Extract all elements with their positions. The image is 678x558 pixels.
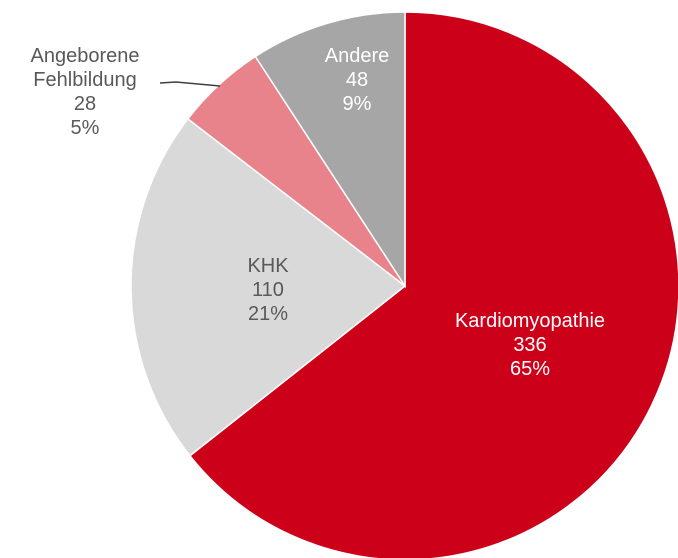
label-line: Andere (324, 45, 390, 67)
label-line: 48 (345, 69, 369, 91)
label-line: 336 (513, 334, 547, 356)
label-line: 65% (509, 358, 551, 380)
label-line: Angeborene Fehlbildung (30, 45, 140, 91)
data-label: Angeborene Fehlbildung 28 5% (0, 44, 170, 140)
pie-slice (188, 11, 678, 558)
data-label: KHK 110 21% (208, 254, 328, 326)
label-line: 9% (342, 93, 372, 115)
label-line: KHK (247, 255, 289, 277)
data-label: Andere 48 9% (307, 44, 407, 116)
pie-slice (130, 117, 407, 457)
label-line: 5% (70, 117, 100, 139)
label-line: Kardiomyopathie (454, 310, 606, 332)
leader-line (159, 81, 221, 87)
pie-slice (254, 11, 406, 289)
label-line: 28 (73, 93, 97, 115)
data-label: Kardiomyopathie 336 65% (410, 309, 650, 381)
label-line: 21% (247, 303, 289, 325)
label-line: 110 (252, 279, 284, 301)
